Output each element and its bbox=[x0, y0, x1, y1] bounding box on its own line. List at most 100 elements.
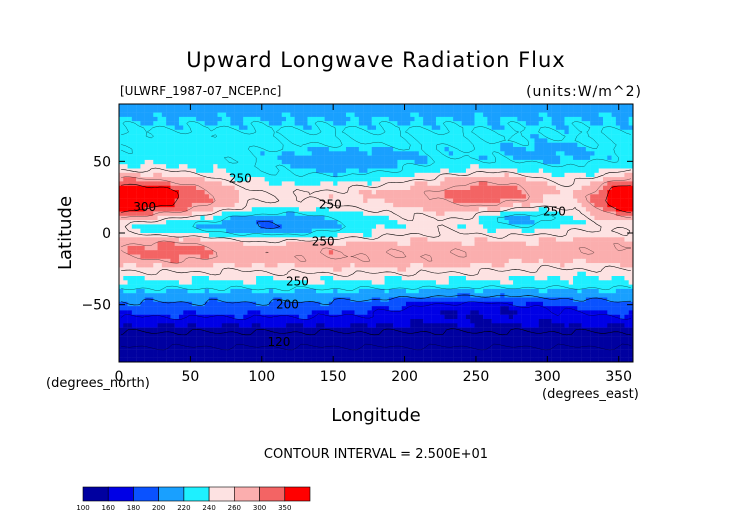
heatmap-cell bbox=[457, 258, 462, 264]
heatmap-cell bbox=[226, 224, 231, 229]
heatmap-cell bbox=[508, 245, 514, 251]
heatmap-cell bbox=[178, 202, 184, 208]
heatmap-cell bbox=[495, 181, 501, 186]
heatmap-cell bbox=[208, 271, 214, 277]
heatmap-cell bbox=[615, 267, 621, 272]
heatmap-cell bbox=[594, 177, 599, 182]
heatmap-cell bbox=[311, 159, 317, 165]
heatmap-cell bbox=[140, 104, 145, 109]
heatmap-cell bbox=[208, 159, 214, 165]
heatmap-cell bbox=[611, 267, 617, 272]
heatmap-cell bbox=[226, 250, 231, 255]
heatmap-cell bbox=[264, 267, 270, 272]
heatmap-cell bbox=[341, 164, 347, 169]
heatmap-cell bbox=[504, 159, 509, 165]
heatmap-cell bbox=[624, 254, 629, 260]
heatmap-cell bbox=[358, 104, 364, 109]
heatmap-cell bbox=[217, 241, 223, 247]
heatmap-cell bbox=[380, 159, 385, 165]
heatmap-cell bbox=[140, 224, 145, 229]
heatmap-cell bbox=[453, 207, 458, 212]
heatmap-cell bbox=[260, 108, 265, 113]
heatmap-cell bbox=[213, 228, 218, 234]
heatmap-cell bbox=[311, 129, 317, 135]
heatmap-cell bbox=[256, 207, 261, 212]
heatmap-cell bbox=[611, 185, 617, 191]
heatmap-cell bbox=[358, 207, 364, 212]
heatmap-cell bbox=[573, 245, 578, 251]
heatmap-cell bbox=[354, 258, 360, 264]
heatmap-cell bbox=[166, 220, 171, 225]
heatmap-cell bbox=[196, 177, 201, 182]
heatmap-cell bbox=[256, 202, 261, 208]
heatmap-cell bbox=[611, 190, 617, 195]
chart-source-label: [ULWRF_1987-07_NCEP.nc] bbox=[120, 84, 281, 98]
heatmap-cell bbox=[294, 220, 300, 225]
heatmap-cell bbox=[187, 245, 193, 251]
heatmap-cell bbox=[371, 198, 377, 204]
heatmap-cell bbox=[495, 207, 501, 212]
heatmap-cell bbox=[521, 172, 527, 178]
heatmap-cell bbox=[525, 116, 531, 122]
heatmap-cell bbox=[457, 198, 462, 204]
heatmap-cell bbox=[517, 224, 522, 229]
heatmap-cell bbox=[401, 267, 407, 272]
heatmap-cell bbox=[624, 112, 629, 118]
heatmap-cell bbox=[414, 250, 420, 255]
heatmap-cell bbox=[470, 241, 475, 247]
heatmap-cell bbox=[457, 194, 462, 199]
heatmap-cell bbox=[603, 211, 608, 217]
heatmap-cell bbox=[161, 138, 167, 143]
heatmap-cell bbox=[568, 237, 574, 242]
heatmap-cell bbox=[448, 220, 454, 225]
heatmap-cell bbox=[123, 224, 128, 229]
heatmap-cell bbox=[508, 142, 514, 148]
heatmap-cell bbox=[397, 121, 402, 126]
heatmap-cell bbox=[290, 125, 295, 131]
heatmap-cell bbox=[376, 250, 381, 255]
heatmap-cell bbox=[594, 215, 599, 221]
heatmap-cell bbox=[384, 224, 390, 229]
heatmap-cell bbox=[268, 164, 274, 169]
heatmap-cell bbox=[256, 168, 261, 174]
heatmap-cell bbox=[286, 164, 291, 169]
heatmap-cell bbox=[581, 211, 587, 217]
heatmap-cell bbox=[410, 202, 415, 208]
heatmap-cell bbox=[324, 241, 330, 247]
heatmap-cell bbox=[316, 241, 321, 247]
heatmap-cell bbox=[127, 271, 133, 277]
heatmap-cell bbox=[148, 190, 154, 195]
heatmap-cell bbox=[367, 116, 372, 122]
heatmap-cell bbox=[153, 250, 158, 255]
heatmap-cell bbox=[585, 228, 591, 234]
heatmap-cell bbox=[560, 241, 565, 247]
heatmap-cell bbox=[273, 155, 278, 161]
heatmap-cell bbox=[294, 112, 300, 118]
heatmap-cell bbox=[358, 108, 364, 113]
heatmap-cell bbox=[200, 168, 205, 174]
heatmap-cell bbox=[281, 190, 287, 195]
heatmap-cell bbox=[577, 254, 582, 260]
heatmap-cell bbox=[435, 138, 441, 143]
heatmap-cell bbox=[594, 108, 599, 113]
heatmap-cell bbox=[491, 220, 497, 225]
heatmap-cell bbox=[337, 147, 342, 152]
heatmap-cell bbox=[555, 164, 561, 169]
heatmap-cell bbox=[461, 263, 467, 268]
heatmap-cell bbox=[200, 138, 205, 143]
heatmap-cell bbox=[298, 276, 304, 281]
heatmap-cell bbox=[615, 172, 621, 178]
heatmap-cell bbox=[431, 220, 437, 225]
heatmap-cell bbox=[380, 112, 385, 118]
heatmap-cell bbox=[590, 254, 595, 260]
heatmap-cell bbox=[131, 134, 137, 139]
heatmap-cell bbox=[221, 211, 227, 217]
heatmap-cell bbox=[521, 108, 527, 113]
heatmap-cell bbox=[508, 104, 514, 109]
heatmap-cell bbox=[307, 280, 312, 285]
heatmap-cell bbox=[247, 224, 252, 229]
heatmap-cell bbox=[508, 138, 514, 143]
heatmap-cell bbox=[238, 155, 244, 161]
heatmap-cell bbox=[453, 233, 458, 238]
heatmap-cell bbox=[213, 159, 218, 165]
